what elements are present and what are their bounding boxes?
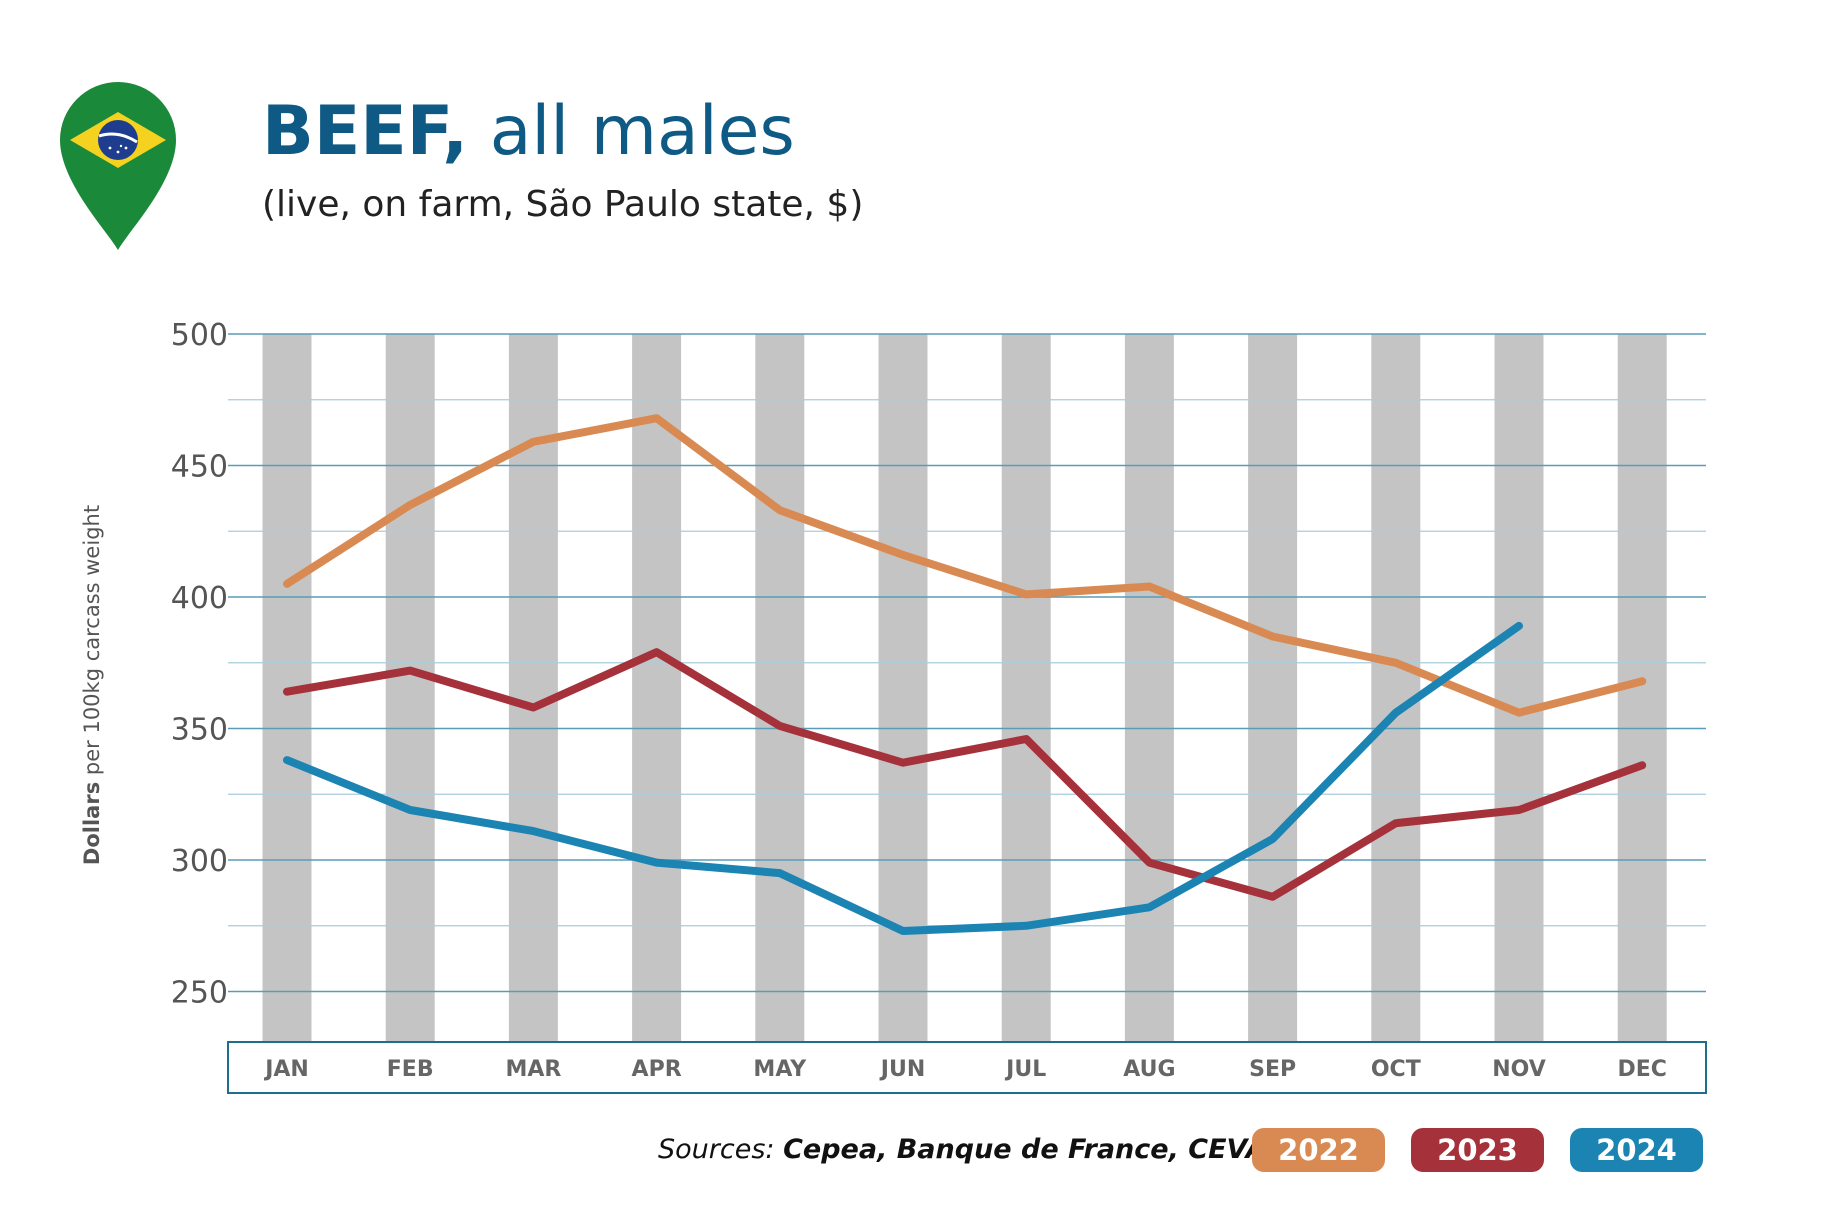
month-band-jun (878, 334, 928, 1042)
x-tick-label-jul: JUL (1004, 1057, 1046, 1082)
series-line-2023 (283, 648, 1647, 901)
legend-item-2023: 2023 (1411, 1128, 1544, 1172)
y-axis-label-rest: per 100kg carcass weight (80, 504, 104, 782)
x-axis-box (227, 1041, 1707, 1094)
y-tick-label-400: 400 (171, 581, 228, 616)
y-axis-label: Dollars per 100kg carcass weight (80, 505, 104, 865)
month-band-jul (1001, 334, 1051, 1042)
x-tick-label-oct: OCT (1371, 1057, 1421, 1082)
x-tick-label-may: MAY (753, 1057, 807, 1082)
legend: 2022 2023 2024 (1252, 1128, 1703, 1172)
x-tick-label-apr: APR (632, 1057, 682, 1082)
y-tick-label-500: 500 (171, 318, 228, 353)
sources-names: Cepea, Banque de France, CEVA (783, 1134, 1267, 1165)
title-rest: all males (468, 92, 795, 171)
month-band-aug (1124, 334, 1174, 1042)
x-tick-label-jan: JAN (263, 1057, 309, 1082)
x-tick-label-mar: MAR (505, 1057, 561, 1082)
y-tick-label-250: 250 (171, 976, 228, 1011)
month-band-oct (1371, 334, 1421, 1042)
legend-item-2022: 2022 (1252, 1128, 1385, 1172)
y-tick-label-300: 300 (171, 844, 228, 879)
month-band-nov (1494, 334, 1544, 1042)
page-title: BEEF, all males (262, 98, 795, 166)
x-tick-label-jun: JUN (879, 1057, 925, 1082)
x-tick-label-dec: DEC (1617, 1057, 1666, 1082)
x-tick-label-aug: AUG (1123, 1057, 1175, 1082)
month-band-apr (632, 334, 682, 1042)
x-tick-label-feb: FEB (387, 1057, 434, 1082)
title-bold: BEEF, (262, 92, 469, 171)
brazil-flag-map-pin-icon (60, 82, 176, 250)
series-line-2022 (283, 414, 1647, 717)
y-tick-label-450: 450 (171, 450, 228, 485)
y-tick-label-350: 350 (171, 713, 228, 748)
sources-prefix: Sources: (658, 1134, 784, 1165)
sources-note: Sources: Cepea, Banque de France, CEVA (658, 1134, 1266, 1165)
y-axis-label-bold: Dollars (80, 781, 104, 866)
month-band-may (755, 334, 805, 1042)
page-subtitle: (live, on farm, São Paulo state, $) (262, 184, 864, 225)
month-band-sep (1248, 334, 1298, 1042)
legend-item-2024: 2024 (1570, 1128, 1703, 1172)
x-tick-label-nov: NOV (1492, 1057, 1546, 1082)
x-tick-label-sep: SEP (1249, 1057, 1296, 1082)
month-band-feb (385, 334, 435, 1042)
